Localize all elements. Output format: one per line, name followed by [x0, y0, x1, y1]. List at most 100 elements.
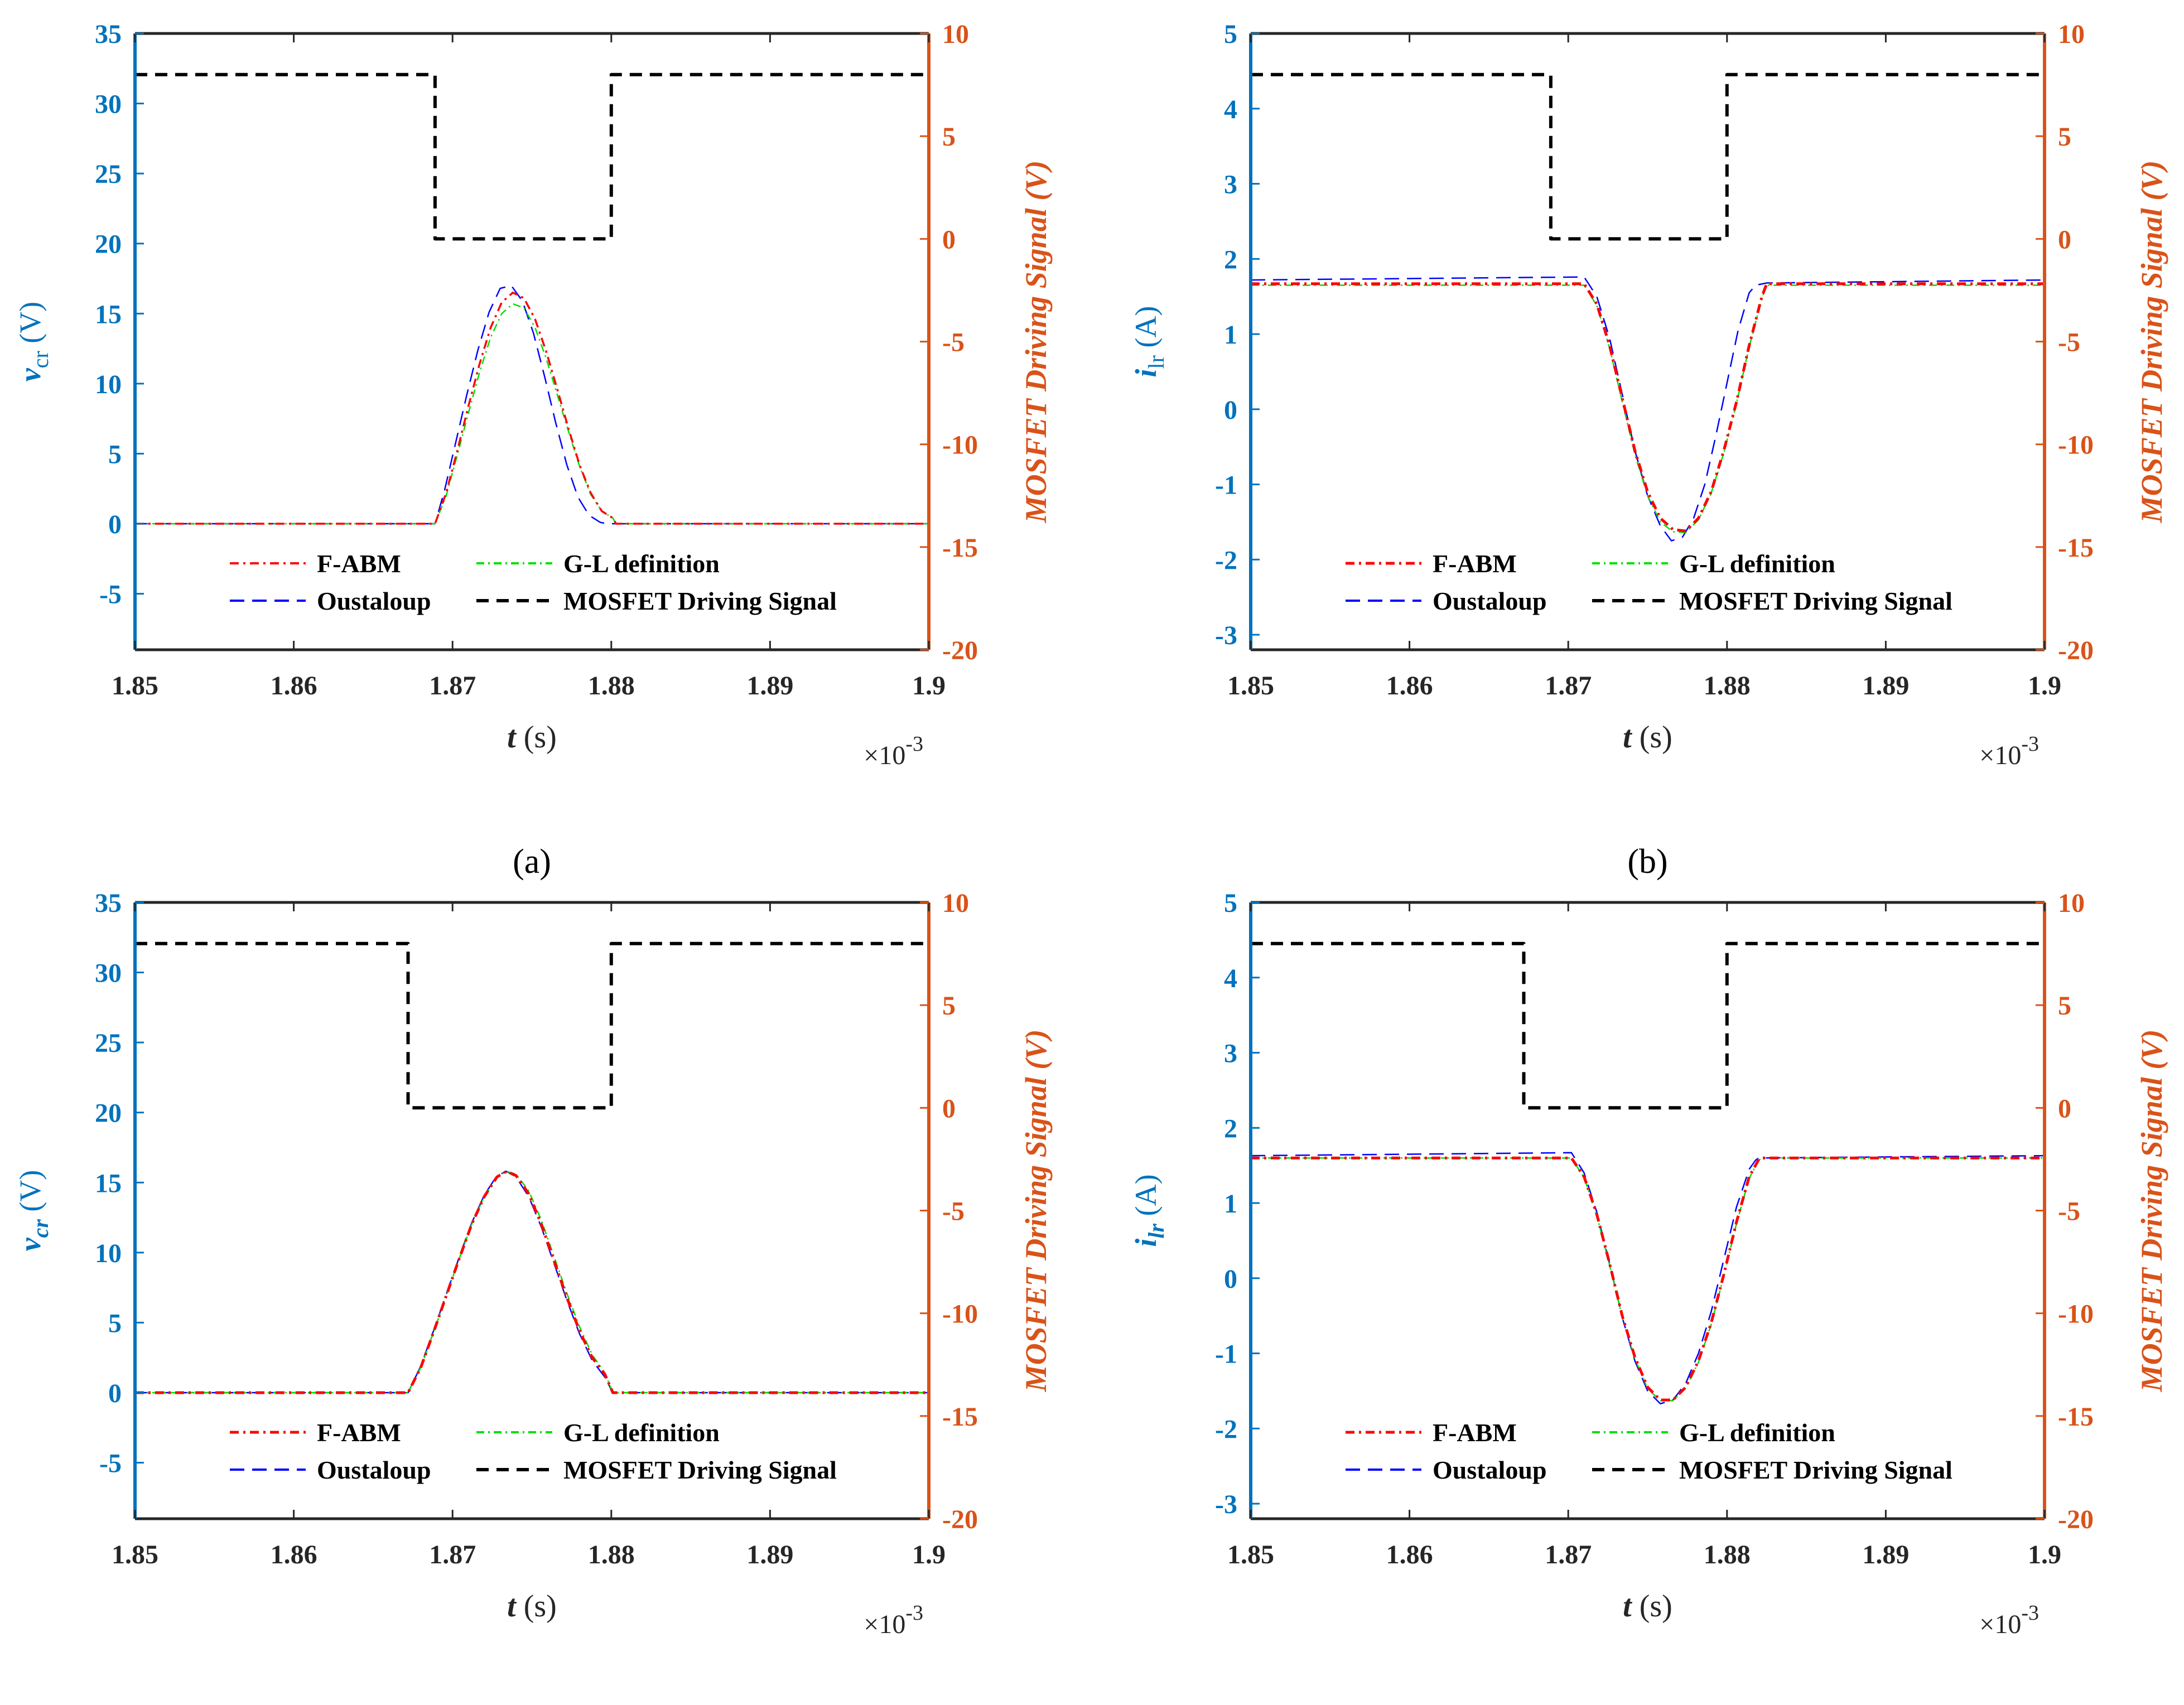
y-right-tick-label: 0 — [942, 1094, 956, 1123]
series-line-mosfet-driving-signal — [1251, 73, 2045, 241]
series-line-oustaloup — [1251, 276, 2045, 542]
legend-label: F-ABM — [1433, 549, 1517, 578]
x-tick-label: 1.9 — [912, 671, 946, 701]
series-line-f-abm — [135, 1170, 929, 1394]
y-left-tick-label: 20 — [95, 1099, 122, 1128]
y-left-tick-label: 0 — [108, 510, 122, 539]
panel-label: (a) — [513, 843, 551, 881]
y-left-tick-label: 35 — [95, 888, 122, 918]
x-tick-label: 1.87 — [1545, 1540, 1592, 1569]
y-left-tick-label: 30 — [95, 90, 122, 119]
y-left-tick-label: -5 — [99, 580, 122, 610]
series-group — [135, 73, 929, 525]
series-line-g-l-definition — [1251, 1157, 2045, 1402]
legend: F-ABM G-L definition Oustaloup MOSFET Drivi… — [230, 549, 837, 615]
y-right-tick-label: -10 — [2058, 431, 2094, 460]
y-left-tick-label: 3 — [1224, 1039, 1237, 1069]
y-right-tick-label: -5 — [2058, 1197, 2080, 1226]
legend: F-ABM G-L definition Oustaloup MOSFET Drivi… — [230, 1418, 837, 1484]
y-left-tick-label: 35 — [95, 20, 122, 49]
y-left-tick-label: 4 — [1224, 964, 1237, 993]
y-left-tick-label: 5 — [108, 439, 122, 469]
y-right-axis-label: MOSFET Driving Signal (V) — [1019, 161, 1053, 524]
chart-panel-b: 1.85 1.86 1.87 1.88 1.89 1.9-3-2-1012345-20-1… — [1129, 20, 2168, 881]
series-line-oustaloup — [1251, 1152, 2045, 1405]
x-tick-label: 1.85 — [112, 671, 158, 701]
y-left-tick-label: 5 — [1224, 20, 1237, 49]
legend-label: G-L definition — [563, 549, 720, 578]
x-tick-label: 1.9 — [2028, 1540, 2061, 1569]
x-tick-label: 1.88 — [1704, 1540, 1751, 1569]
y-right-tick-label: 0 — [942, 225, 956, 254]
y-right-tick-label: -15 — [2058, 1402, 2094, 1432]
y-left-axis-label: ilr (A) — [1129, 1174, 1169, 1247]
x-tick-label: 1.86 — [271, 671, 317, 701]
x-tick-label: 1.88 — [1704, 671, 1751, 701]
x-tick-label: 1.85 — [1227, 1540, 1274, 1569]
series-line-g-l-definition — [1251, 284, 2045, 534]
series-line-f-abm — [1251, 1156, 2045, 1402]
y-right-tick-label: 5 — [942, 991, 956, 1021]
x-exponent-label: ×10-3 — [1979, 732, 2039, 770]
y-right-tick-label: 10 — [2058, 888, 2085, 918]
y-left-tick-label: 4 — [1224, 95, 1237, 124]
series-line-f-abm — [1251, 282, 2045, 533]
y-right-axis-label: MOSFET Driving Signal (V) — [1019, 1030, 1053, 1393]
y-right-tick-label: -20 — [942, 1505, 978, 1534]
legend-label: MOSFET Driving Signal — [1679, 587, 1952, 615]
x-tick-label: 1.86 — [271, 1540, 317, 1569]
y-left-tick-label: 25 — [95, 160, 122, 189]
x-tick-label: 1.87 — [1545, 671, 1592, 701]
y-left-axis-label: vcr (V) — [13, 302, 53, 382]
x-exponent-label: ×10-3 — [1979, 1601, 2039, 1639]
x-exponent-label: ×10-3 — [864, 732, 923, 770]
legend-label: G-L definition — [563, 1418, 720, 1447]
y-left-tick-label: 30 — [95, 959, 122, 988]
y-left-tick-label: 15 — [95, 1168, 122, 1198]
y-left-tick-label: 5 — [108, 1308, 122, 1338]
y-left-tick-label: 5 — [1224, 888, 1237, 918]
y-right-tick-label: -20 — [942, 636, 978, 665]
legend-label: Oustaloup — [317, 1456, 431, 1484]
x-tick-label: 1.89 — [1862, 671, 1909, 701]
x-tick-label: 1.85 — [1227, 671, 1274, 701]
x-tick-label: 1.86 — [1386, 1540, 1433, 1569]
legend-label: F-ABM — [317, 549, 401, 578]
legend-label: Oustaloup — [317, 587, 431, 615]
series-line-mosfet-driving-signal — [1251, 941, 2045, 1110]
series-group — [135, 941, 929, 1394]
y-left-tick-label: -2 — [1215, 545, 1237, 575]
x-axis-label: t (s) — [507, 720, 557, 755]
series-line-g-l-definition — [135, 303, 929, 525]
y-left-tick-label: 15 — [95, 300, 122, 329]
x-axis-label: t (s) — [1623, 1589, 1672, 1624]
series-group — [1251, 73, 2045, 542]
y-right-tick-label: 0 — [2058, 225, 2071, 254]
x-tick-label: 1.9 — [2028, 671, 2061, 701]
y-left-tick-label: -2 — [1215, 1414, 1237, 1444]
y-right-tick-label: -5 — [942, 1197, 965, 1226]
legend-label: Oustaloup — [1433, 587, 1547, 615]
y-right-tick-label: 10 — [942, 888, 969, 918]
x-tick-label: 1.89 — [1862, 1540, 1909, 1569]
legend-label: G-L definition — [1679, 1418, 1835, 1447]
y-right-tick-label: -5 — [942, 328, 965, 358]
y-right-tick-label: 5 — [2058, 122, 2071, 152]
chart-panel-c: 1.85 1.86 1.87 1.88 1.89 1.9 -5 0 5 10 15 20 25 30 35 -… — [13, 888, 1053, 1639]
y-right-axis-label: MOSFET Driving Signal (V) — [2135, 1030, 2168, 1393]
series-line-oustaloup — [135, 284, 929, 525]
y-left-tick-label: -5 — [99, 1449, 122, 1479]
y-left-tick-label: 3 — [1224, 170, 1237, 200]
x-tick-label: 1.9 — [912, 1540, 946, 1569]
y-left-tick-label: 10 — [95, 370, 122, 399]
chart-panel-a: 1.85 1.86 1.87 1.88 1.89 1.9 -5 0 5 10 15 20 25 30 35 -… — [13, 20, 1053, 881]
y-left-tick-label: 20 — [95, 230, 122, 259]
x-tick-label: 1.87 — [429, 671, 476, 701]
legend: F-ABM G-L definition Oustaloup MOSFET Drivi… — [1346, 549, 1952, 615]
series-line-f-abm — [135, 291, 929, 525]
y-right-tick-label: 10 — [2058, 20, 2085, 49]
x-tick-label: 1.88 — [588, 1540, 635, 1569]
y-right-tick-label: -10 — [2058, 1300, 2094, 1329]
series-line-mosfet-driving-signal — [135, 73, 929, 241]
panel-label: (b) — [1627, 843, 1667, 881]
